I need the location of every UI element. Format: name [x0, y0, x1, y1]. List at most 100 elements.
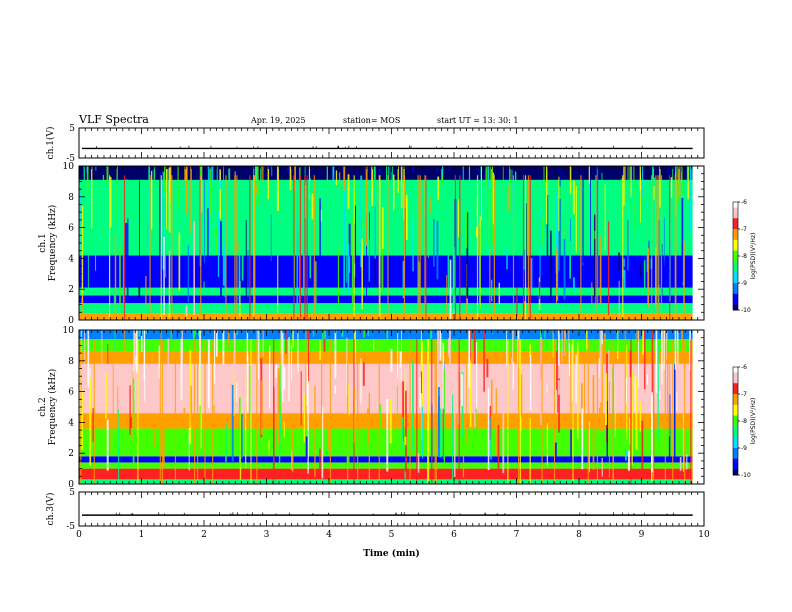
- colorbar-segment: [733, 257, 738, 261]
- spectral-streak: [354, 330, 357, 364]
- spectral-streak: [373, 166, 375, 192]
- spectral-streak: [608, 350, 610, 404]
- spectral-streak: [199, 330, 201, 406]
- colorbar-segment: [733, 302, 738, 306]
- spectral-streak: [101, 330, 103, 368]
- spectral-band: [79, 351, 693, 364]
- spectral-streak: [283, 367, 286, 390]
- station-label: station= MOS: [343, 116, 400, 125]
- spectral-streak: [358, 330, 361, 334]
- colorbar-segment: [733, 455, 738, 458]
- colorbar-segment: [733, 415, 738, 418]
- spectral-band: [79, 166, 693, 180]
- spectral-streak: [627, 220, 629, 271]
- sferic-line: [595, 175, 597, 320]
- ch1-colorbar: -6 -7 -8 -9 -10 log(PSD)(V²/Hz): [732, 199, 757, 314]
- sferic-line: [459, 175, 461, 320]
- spectral-streak: [220, 221, 222, 303]
- spectral-streak: [483, 330, 485, 392]
- spectral-streak: [249, 365, 251, 455]
- spectral-streak: [594, 214, 596, 298]
- y-tick-label: 10: [63, 326, 75, 336]
- spectral-streak: [135, 330, 138, 373]
- spectral-streak: [546, 423, 549, 467]
- spectral-streak: [112, 340, 114, 437]
- spectral-streak: [190, 166, 192, 233]
- y-tick-label: 8: [68, 193, 74, 203]
- spectral-streak: [557, 336, 559, 413]
- spectral-streak: [303, 394, 305, 443]
- spectral-streak: [461, 374, 463, 406]
- y-axis-label-channel: ch.2: [38, 397, 48, 416]
- spectral-streak: [607, 187, 609, 220]
- spectral-streak: [502, 399, 505, 474]
- spectral-streak: [539, 281, 541, 300]
- spectral-streak: [110, 429, 112, 452]
- colorbar-segment: [733, 283, 738, 286]
- sferic-line: [313, 175, 315, 320]
- y-tick-label: 5: [69, 488, 75, 498]
- spectral-streak: [290, 192, 292, 247]
- colorbar-tick-label: -8: [741, 418, 747, 425]
- sferic-line: [357, 339, 359, 484]
- spectral-streak: [209, 167, 212, 216]
- spectral-streak: [98, 218, 100, 238]
- spectral-streak: [183, 408, 186, 425]
- spectral-streak: [563, 239, 566, 300]
- spectral-band: [79, 468, 693, 480]
- spectral-streak: [497, 424, 500, 477]
- colorbar-segment: [733, 401, 738, 404]
- spectral-streak: [623, 269, 626, 289]
- spectral-streak: [190, 385, 192, 426]
- colorbar-segment: [733, 207, 738, 210]
- y-axis-label: ch.1(V): [45, 127, 56, 160]
- spectral-streak: [279, 416, 282, 437]
- spectral-streak: [204, 179, 205, 264]
- spectral-streak: [563, 229, 565, 238]
- sferic-line: [109, 175, 111, 320]
- sferic-line: [329, 339, 332, 484]
- spectral-streak: [404, 436, 407, 446]
- spectral-streak: [540, 337, 543, 426]
- colorbar-segment: [733, 386, 738, 390]
- spectral-streak: [481, 166, 483, 179]
- spectral-streak: [126, 218, 129, 300]
- spectral-streak: [476, 342, 478, 409]
- spectral-streak: [260, 166, 262, 230]
- sferic-line: [403, 175, 406, 320]
- spectral-streak: [113, 294, 116, 310]
- spectral-streak: [343, 190, 346, 291]
- start-time-label: start UT = 13: 30: 1: [437, 116, 518, 125]
- spectral-streak: [651, 392, 653, 473]
- spectral-streak: [86, 166, 89, 194]
- spectral-streak: [678, 166, 681, 198]
- x-tick-label: 7: [514, 530, 520, 540]
- spectral-streak: [89, 378, 92, 466]
- spectral-streak: [621, 178, 624, 220]
- spectral-streak: [305, 436, 308, 459]
- spectral-streak: [659, 390, 661, 401]
- spectral-streak: [437, 387, 440, 458]
- colorbar-segment: [733, 277, 738, 280]
- spectral-streak: [502, 166, 504, 188]
- spectral-streak: [601, 172, 603, 244]
- spectral-streak: [454, 383, 456, 478]
- spectral-streak: [590, 179, 591, 260]
- spectral-streak: [374, 166, 376, 259]
- spectral-streak: [390, 349, 393, 372]
- colorbar-segment: [733, 408, 738, 411]
- spectral-streak: [162, 171, 165, 270]
- colorbar-segment: [733, 299, 738, 302]
- spectral-streak: [584, 361, 586, 416]
- spectral-streak: [529, 355, 532, 411]
- spectral-streak: [117, 386, 119, 426]
- sferic-line: [123, 175, 126, 320]
- spectral-streak: [674, 330, 676, 370]
- spectral-streak: [95, 166, 97, 171]
- spectral-streak: [581, 408, 584, 470]
- spectral-streak: [559, 186, 561, 199]
- spectral-streak: [343, 428, 345, 447]
- colorbar-segment: [733, 212, 738, 216]
- spectral-streak: [447, 225, 450, 292]
- sferic-line: [353, 339, 355, 484]
